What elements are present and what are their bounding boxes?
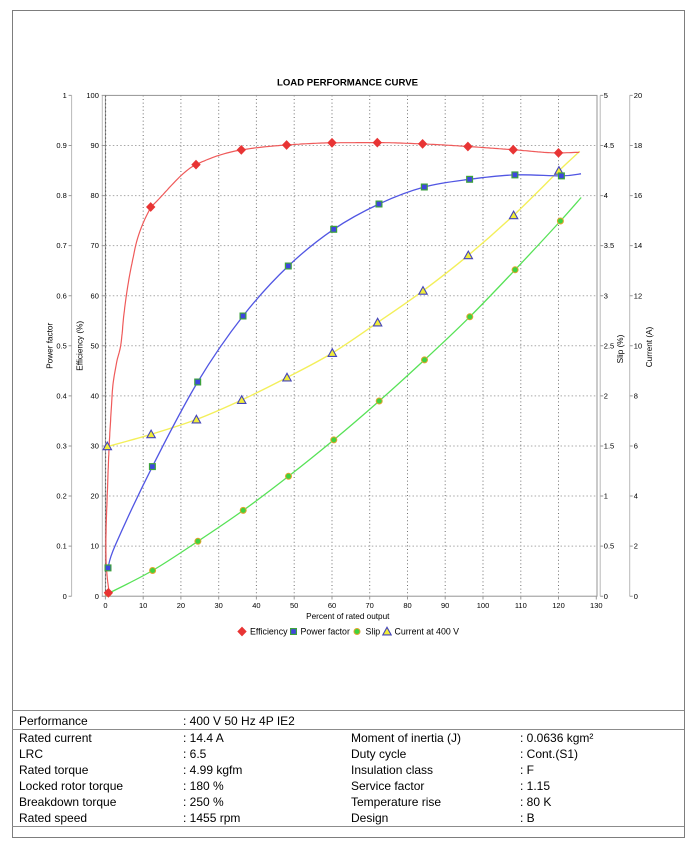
svg-text:0.9: 0.9	[56, 141, 66, 150]
svg-text:30: 30	[91, 442, 99, 451]
svg-text:1: 1	[63, 91, 67, 100]
svg-text:100: 100	[86, 91, 99, 100]
svg-text:50: 50	[91, 341, 99, 350]
svg-text:3: 3	[604, 291, 608, 300]
svg-text:70: 70	[91, 241, 99, 250]
svg-text:10: 10	[634, 341, 642, 350]
svg-text:40: 40	[252, 601, 260, 610]
svg-text:130: 130	[590, 601, 603, 610]
svg-text:0.3: 0.3	[56, 442, 66, 451]
svg-text:60: 60	[91, 291, 99, 300]
svg-text:20: 20	[91, 492, 99, 501]
svg-text:14: 14	[634, 241, 642, 250]
svg-text:0: 0	[634, 592, 638, 601]
svg-text:80: 80	[91, 191, 99, 200]
svg-text:20: 20	[634, 91, 642, 100]
svg-text:10: 10	[91, 542, 99, 551]
svg-text:Power factor: Power factor	[46, 323, 55, 369]
svg-text:1: 1	[604, 492, 608, 501]
svg-text:0.8: 0.8	[56, 191, 66, 200]
svg-text:18: 18	[634, 141, 642, 150]
svg-text:0.2: 0.2	[56, 492, 66, 501]
svg-text:30: 30	[215, 601, 223, 610]
svg-text:4.5: 4.5	[604, 141, 614, 150]
svg-text:0: 0	[95, 592, 99, 601]
svg-text:2: 2	[604, 392, 608, 401]
svg-text:0.1: 0.1	[56, 542, 66, 551]
svg-text:Efficiency: Efficiency	[250, 626, 288, 636]
svg-text:Power factor: Power factor	[301, 626, 350, 636]
svg-text:Current (A): Current (A)	[645, 326, 654, 367]
svg-text:1.5: 1.5	[604, 442, 614, 451]
svg-text:0.6: 0.6	[56, 291, 66, 300]
svg-text:70: 70	[366, 601, 374, 610]
svg-text:40: 40	[91, 392, 99, 401]
svg-text:Slip: Slip	[366, 626, 381, 636]
svg-text:12: 12	[634, 291, 642, 300]
svg-text:4: 4	[634, 492, 638, 501]
svg-text:0: 0	[103, 601, 107, 610]
svg-text:5: 5	[604, 91, 608, 100]
svg-text:6: 6	[634, 442, 638, 451]
svg-text:90: 90	[91, 141, 99, 150]
svg-text:16: 16	[634, 191, 642, 200]
svg-text:0: 0	[63, 592, 67, 601]
svg-text:Percent of rated output: Percent of rated output	[306, 612, 390, 621]
svg-text:10: 10	[139, 601, 147, 610]
svg-text:90: 90	[441, 601, 449, 610]
svg-text:2.5: 2.5	[604, 341, 614, 350]
svg-text:110: 110	[515, 601, 527, 610]
svg-text:3.5: 3.5	[604, 241, 614, 250]
svg-text:0: 0	[604, 592, 608, 601]
svg-text:Current at 400 V: Current at 400 V	[395, 626, 460, 636]
svg-text:0.4: 0.4	[56, 392, 66, 401]
svg-text:20: 20	[177, 601, 185, 610]
svg-text:120: 120	[552, 601, 565, 610]
svg-text:50: 50	[290, 601, 298, 610]
svg-text:0.5: 0.5	[604, 542, 614, 551]
svg-text:100: 100	[477, 601, 490, 610]
svg-text:Slip (%): Slip (%)	[616, 334, 625, 363]
svg-text:LOAD PERFORMANCE CURVE: LOAD PERFORMANCE CURVE	[277, 78, 419, 89]
svg-text:0.5: 0.5	[56, 341, 66, 350]
svg-text:0.7: 0.7	[56, 241, 66, 250]
svg-text:2: 2	[634, 542, 638, 551]
svg-text:60: 60	[328, 601, 336, 610]
svg-text:80: 80	[403, 601, 411, 610]
svg-text:8: 8	[634, 392, 638, 401]
svg-text:4: 4	[604, 191, 608, 200]
svg-text:Efficiency (%): Efficiency (%)	[76, 321, 85, 371]
